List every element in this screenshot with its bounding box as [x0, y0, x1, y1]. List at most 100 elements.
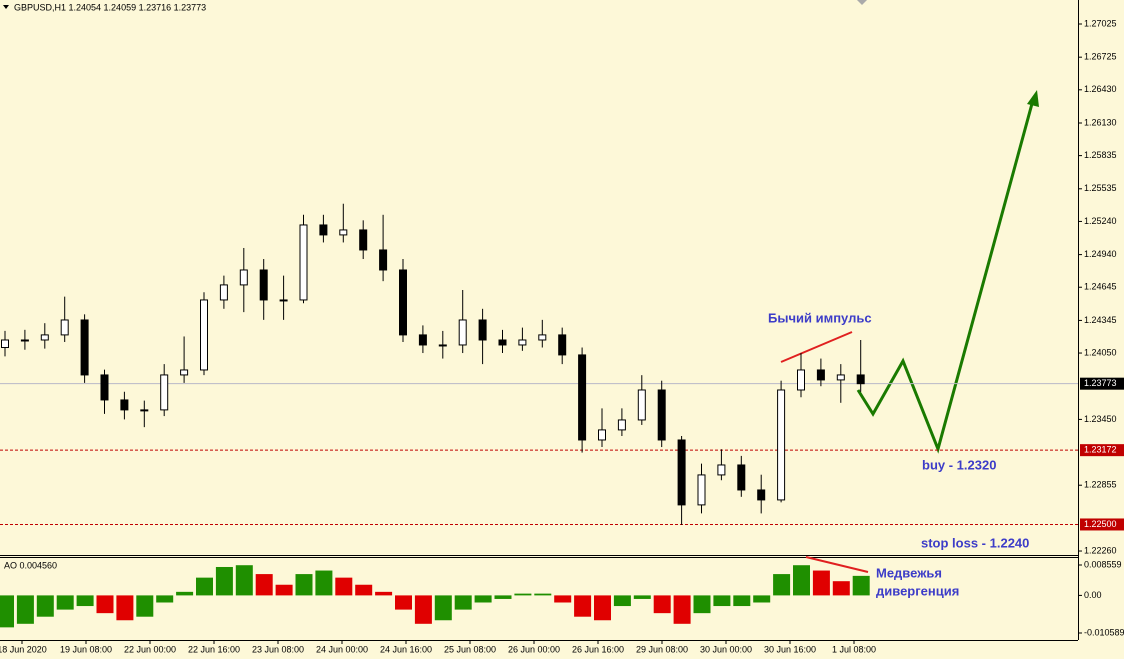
ao-bar — [16, 595, 34, 624]
ao-bar — [335, 577, 353, 596]
annotation: stop loss - 1.2240 — [921, 535, 1029, 550]
y-tick-label: 1.24345 — [1084, 315, 1117, 325]
ao-bar — [574, 595, 592, 617]
ao-bar — [613, 595, 631, 607]
y-tick-label: 1.23450 — [1084, 414, 1117, 424]
ao-bar — [753, 595, 771, 603]
candle-body — [239, 269, 248, 286]
ao-bar — [773, 574, 791, 596]
x-tick-label: 1 Jul 08:00 — [832, 644, 876, 654]
trend-line — [780, 331, 853, 363]
candle-body — [816, 369, 825, 381]
y-tick-label: 1.22855 — [1084, 480, 1117, 490]
ao-bar — [474, 595, 492, 603]
y-tick-label: 1.27025 — [1084, 18, 1117, 28]
y-tick-label: 0.00 — [1084, 590, 1102, 600]
y-tick-label: 1.26130 — [1084, 117, 1117, 127]
price-box — [1080, 377, 1124, 390]
candle-body — [180, 369, 189, 376]
ao-bar — [235, 565, 253, 596]
candle-body — [279, 299, 288, 302]
ao-bar — [295, 574, 313, 596]
candle-body — [100, 374, 109, 401]
ao-bar — [275, 584, 293, 596]
candle-body — [200, 299, 208, 371]
ao-bar — [196, 577, 213, 596]
candle-body — [737, 464, 746, 491]
ao-bar — [215, 566, 233, 596]
candle-body — [438, 344, 447, 347]
x-tick-label: 25 Jun 08:00 — [444, 644, 496, 654]
symbol-header: GBPUSD,H1 1.24054 1.24059 1.23716 1.2377… — [14, 2, 206, 12]
y-tick-label: 1.24645 — [1084, 282, 1117, 292]
ao-bar — [76, 595, 94, 607]
annotation: buy - 1.2320 — [922, 457, 996, 472]
candle-body — [80, 319, 89, 376]
ao-bar — [494, 595, 512, 599]
y-tick-label: 1.25240 — [1084, 216, 1117, 226]
annotation: Бычий импульс — [768, 310, 872, 325]
x-tick-label: 22 Jun 00:00 — [124, 644, 176, 654]
x-tick-label: 24 Jun 16:00 — [380, 644, 432, 654]
candle-body — [299, 224, 308, 301]
candle-body — [558, 334, 567, 356]
candle-body — [40, 334, 49, 341]
y-tick-label: 1.22260 — [1084, 545, 1117, 555]
y-tick-label: -0.010589 — [1084, 627, 1124, 637]
ao-bar — [534, 593, 552, 596]
ao-bar — [156, 595, 174, 603]
candle-body — [399, 269, 407, 336]
menu-icon[interactable] — [3, 5, 9, 9]
arrow-head — [1027, 90, 1039, 107]
candle-body — [677, 439, 686, 506]
ao-bar — [713, 595, 731, 607]
ao-bar — [554, 595, 572, 603]
candle-body — [697, 474, 706, 506]
ao-bar — [693, 595, 711, 614]
candle-body — [319, 224, 328, 236]
ao-bar — [0, 595, 14, 628]
ao-bar — [454, 595, 472, 610]
ao-bar — [355, 584, 373, 596]
divergence-line — [805, 556, 869, 573]
ao-bar — [594, 595, 611, 621]
ao-bar — [36, 595, 54, 617]
y-tick-label: 0.008559 — [1084, 559, 1122, 569]
x-tick-label: 26 Jun 00:00 — [508, 644, 560, 654]
ao-bar — [395, 595, 412, 610]
y-tick-label: 1.26725 — [1084, 52, 1117, 62]
x-tick-label: 24 Jun 00:00 — [316, 644, 368, 654]
candle-body — [120, 399, 129, 411]
ao-bar — [793, 565, 810, 596]
candle-body — [379, 249, 388, 271]
candle-body — [458, 319, 467, 346]
candle-body — [856, 374, 865, 385]
candle-body — [219, 284, 228, 301]
candle-body — [478, 319, 487, 341]
x-tick-label: 18 Jun 2020 — [0, 644, 47, 654]
ao-bar — [633, 595, 651, 599]
candle-body — [259, 269, 268, 301]
x-tick-label: 19 Jun 08:00 — [60, 644, 112, 654]
ao-bar — [434, 595, 452, 621]
candle-body — [657, 389, 666, 441]
candle-body — [538, 334, 547, 341]
x-tick-label: 23 Jun 08:00 — [252, 644, 304, 654]
level-label: 1.23172 — [1084, 445, 1117, 455]
candle-body — [518, 339, 527, 346]
candle-body — [777, 389, 786, 501]
annotation: Медвежья — [876, 565, 942, 580]
indicator-title: AO 0.004560 — [4, 560, 57, 570]
ao-bar — [136, 595, 154, 617]
ao-bar — [673, 595, 691, 624]
x-tick-label: 26 Jun 16:00 — [572, 644, 624, 654]
level-label: 1.22500 — [1084, 519, 1117, 529]
candle-body — [617, 419, 626, 431]
price-box — [1080, 518, 1124, 531]
x-tick-label: 22 Jun 16:00 — [188, 644, 240, 654]
ao-bar — [56, 595, 74, 610]
candle-body — [418, 334, 427, 346]
candle-body — [598, 429, 606, 441]
candle-body — [160, 374, 169, 411]
